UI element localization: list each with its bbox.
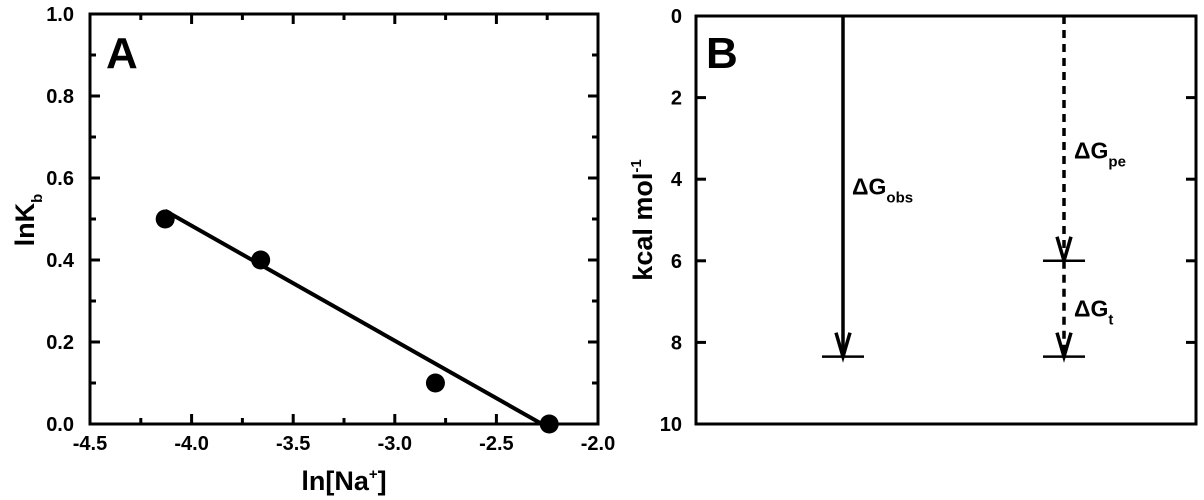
y-tick-label-b: 6 xyxy=(671,251,682,273)
x-tick-label-a: -4.5 xyxy=(73,433,107,455)
x-tick-label-a: -4.0 xyxy=(174,433,208,455)
x-tick-label-a: -2.0 xyxy=(581,433,615,455)
y-axis-title-a: lnKb xyxy=(10,194,46,247)
y-tick-label-b: 4 xyxy=(671,169,683,191)
plot-frame-b xyxy=(694,14,1198,426)
y-tick-label-b: 0 xyxy=(671,6,682,28)
data-point xyxy=(425,373,445,393)
y-tick-labels-a: 0.0 0.2 0.4 0.6 0.8 1.0 xyxy=(46,4,75,436)
panel-b: 0 2 4 6 8 10 ΔGobs ΔGpe ΔGt B kcal mol-1 xyxy=(628,6,1198,436)
panel-label-b: B xyxy=(706,29,738,78)
energy-arrows: ΔGobs ΔGpe ΔGt xyxy=(822,16,1126,363)
y-tick-label-a: 1.0 xyxy=(46,4,74,26)
x-ticks-a xyxy=(88,14,600,424)
data-point xyxy=(539,414,559,434)
x-tick-labels-a: -4.5 -4.0 -3.5 -3.0 -2.5 -2.0 xyxy=(73,433,615,455)
y-tick-label-a: 0.2 xyxy=(46,332,74,354)
data-point xyxy=(155,209,175,229)
y-ticks-b xyxy=(696,14,1196,426)
y-tick-label-a: 0.8 xyxy=(46,86,74,108)
y-ticks-a xyxy=(90,12,598,426)
data-point xyxy=(251,250,271,270)
arrow-label-obs: ΔGobs xyxy=(852,173,913,206)
arrow-label-pe: ΔGpe xyxy=(1074,138,1126,171)
x-tick-label-a: -3.0 xyxy=(378,433,412,455)
x-axis-title-a: ln[Na+] xyxy=(301,466,386,496)
y-tick-label-a: 0.4 xyxy=(46,250,75,272)
data-points xyxy=(155,209,559,434)
y-axis-title-b: kcal mol-1 xyxy=(628,159,658,280)
y-tick-label-a: 0.6 xyxy=(46,168,74,190)
y-tick-label-b: 10 xyxy=(660,414,682,436)
arrow-label-t: ΔGt xyxy=(1074,296,1113,329)
y-tick-label-a: 0.0 xyxy=(46,414,74,436)
panel-a: -4.5 -4.0 -3.5 -3.0 -2.5 -2.0 0.0 0.2 0.4 0.6 0.8… xyxy=(10,4,615,496)
y-tick-label-b: 2 xyxy=(671,88,682,110)
x-tick-label-a: -2.5 xyxy=(479,433,513,455)
fit-line xyxy=(164,209,551,430)
y-tick-label-b: 8 xyxy=(671,332,682,354)
x-tick-label-a: -3.5 xyxy=(276,433,310,455)
y-tick-labels-b: 0 2 4 6 8 10 xyxy=(660,6,683,436)
panel-label-a: A xyxy=(106,29,138,78)
